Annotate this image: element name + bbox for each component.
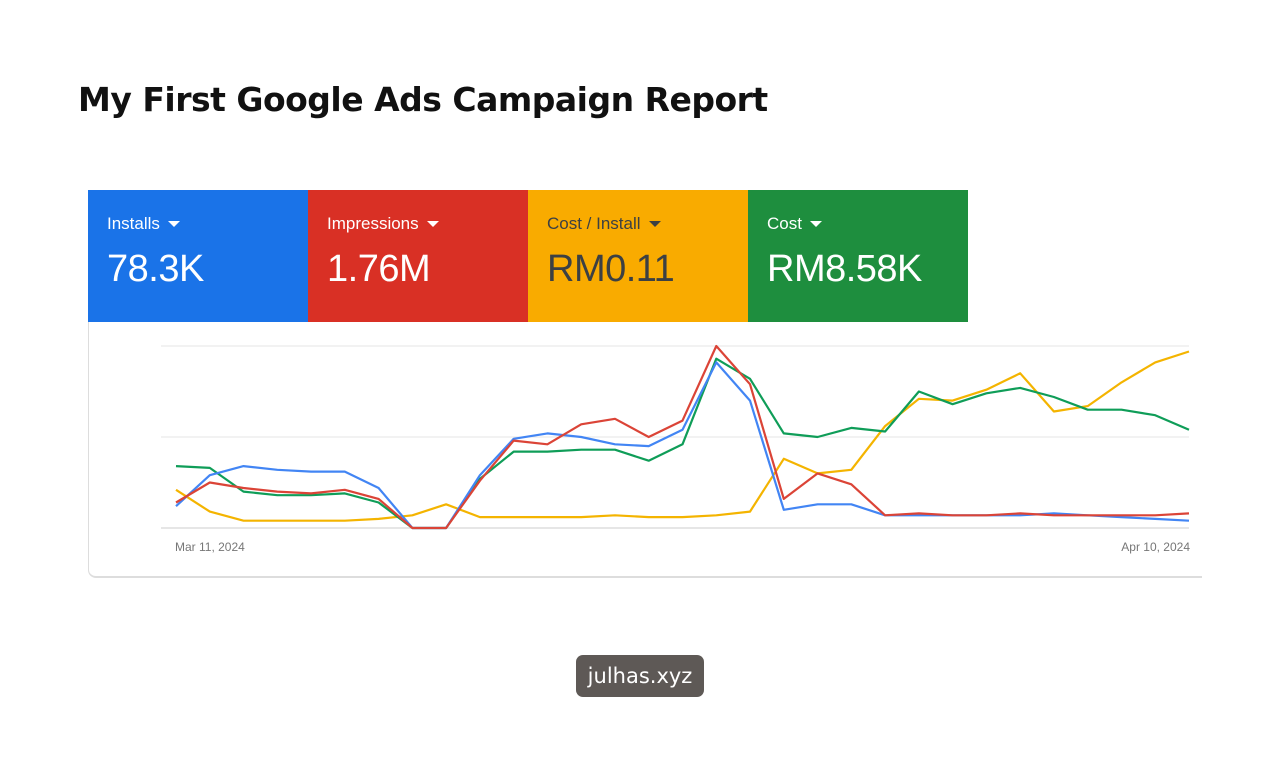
caret-down-icon	[426, 221, 439, 227]
metric-label-dropdown[interactable]: Cost / Install	[547, 214, 748, 234]
metric-card-impressions[interactable]: Impressions 1.76M	[308, 190, 528, 322]
watermark: julhas.xyz	[576, 655, 704, 697]
caret-down-icon	[809, 221, 822, 227]
metric-value: RM8.58K	[767, 248, 922, 290]
metric-label-dropdown[interactable]: Impressions	[327, 214, 528, 234]
metric-value: 1.76M	[327, 248, 431, 290]
metric-cards: Installs 78.3K Impressions 1.76M Cost / …	[88, 190, 968, 322]
page-title: My First Google Ads Campaign Report	[78, 80, 768, 119]
metric-label: Impressions	[327, 214, 419, 233]
metric-card-cost-per-install[interactable]: Cost / Install RM0.11	[528, 190, 748, 322]
metric-label: Cost	[767, 214, 802, 233]
caret-down-icon	[648, 221, 661, 227]
caret-down-icon	[167, 221, 180, 227]
line-chart	[161, 344, 1190, 530]
chart-panel: Mar 11, 2024 Apr 10, 2024	[88, 322, 1202, 578]
x-tick-label-end: Apr 10, 2024	[1121, 540, 1190, 554]
x-tick-label-start: Mar 11, 2024	[175, 540, 245, 554]
metric-label-dropdown[interactable]: Installs	[107, 214, 308, 234]
metric-value: 78.3K	[107, 248, 204, 290]
series-line-cost-install	[175, 350, 1190, 522]
metric-card-installs[interactable]: Installs 78.3K	[88, 190, 308, 322]
metric-label-dropdown[interactable]: Cost	[767, 214, 968, 234]
metric-label: Cost / Install	[547, 214, 641, 233]
series-line-installs	[175, 361, 1190, 530]
metric-card-cost[interactable]: Cost RM8.58K	[748, 190, 968, 322]
series-line-impressions	[175, 344, 1190, 530]
series-line-cost	[175, 357, 1190, 530]
metric-value: RM0.11	[547, 248, 675, 290]
metric-label: Installs	[107, 214, 160, 233]
